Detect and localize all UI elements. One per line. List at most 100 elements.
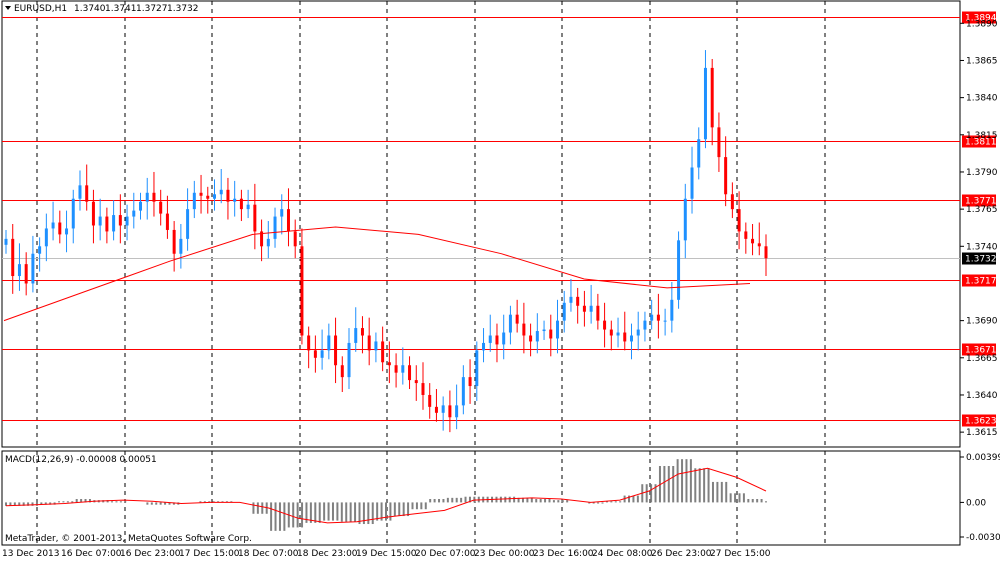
candle-body — [313, 350, 317, 358]
candle-body — [98, 216, 102, 226]
candle-body — [582, 305, 586, 312]
candle-body — [428, 394, 432, 407]
candle-body — [495, 335, 499, 345]
candles — [4, 50, 768, 433]
candle-body — [542, 329, 546, 332]
candle-body — [401, 365, 405, 373]
y-tick-label: 1.3890 — [966, 19, 998, 29]
candle-body — [751, 238, 755, 244]
candle-body — [461, 377, 465, 406]
candle-body — [690, 167, 694, 199]
y-tick-label: 1.3740 — [966, 242, 998, 252]
candle-body — [703, 67, 707, 140]
candle-body — [219, 189, 223, 195]
candle-body — [387, 362, 391, 366]
x-tick-label: 24 Dec 08:00 — [592, 549, 653, 559]
level-label: 1.3717 — [965, 277, 997, 287]
candle-body — [650, 314, 654, 321]
candle-body — [616, 332, 620, 336]
candle-body — [300, 246, 304, 336]
candle-body — [280, 209, 284, 217]
level-tag — [962, 194, 996, 207]
level-label: 1.3894 — [965, 14, 997, 24]
candle-body — [448, 405, 452, 418]
candle-body — [677, 240, 681, 300]
candle-body — [663, 320, 667, 322]
candle-body — [24, 264, 28, 284]
candle-body — [112, 215, 116, 232]
current-price-label: 1.3732 — [965, 255, 997, 265]
candle-body — [85, 185, 89, 202]
candle-body — [239, 198, 243, 210]
x-tick-label: 23 Dec 16:00 — [533, 549, 594, 559]
level-tag — [962, 11, 996, 24]
candle-body — [58, 222, 62, 235]
candle-body — [132, 210, 136, 217]
x-tick-label: 26 Dec 23:00 — [651, 549, 712, 559]
candle-body — [253, 204, 257, 232]
x-tick-label: 16 Dec 07:00 — [61, 549, 122, 559]
candle-body — [710, 67, 714, 128]
copyright-label: MetaTrader, © 2001-2013, MetaQuotes Soft… — [5, 534, 252, 544]
candle-body — [212, 194, 216, 199]
candle-body — [488, 335, 492, 343]
x-tick-label: 18 Dec 23:00 — [297, 549, 358, 559]
level-label: 1.3811 — [965, 138, 997, 148]
candle-body — [44, 228, 48, 247]
ohlc-close: 1.3732 — [167, 4, 199, 14]
level-label: 1.3623 — [965, 417, 997, 427]
candle-body — [4, 238, 8, 245]
candle-body — [515, 314, 519, 324]
candle-body — [105, 216, 109, 232]
candle-body — [421, 383, 425, 395]
y-tick-label: 1.3815 — [966, 131, 998, 141]
y-tick-label: 1.3690 — [966, 317, 998, 327]
candle-body — [482, 342, 486, 351]
candle-body — [629, 335, 633, 342]
candle-body — [730, 194, 734, 210]
candle-body — [576, 296, 580, 306]
macd-y-tick-label: -0.00304 — [966, 533, 1000, 543]
candle-body — [468, 377, 472, 387]
candle-body — [347, 342, 351, 378]
candle-body — [125, 216, 129, 226]
macd-y-tick-label: 0.00399 — [966, 453, 1000, 463]
symbol-label: EURUSD,H1 — [14, 4, 67, 14]
dropdown-triangle-icon[interactable] — [5, 6, 11, 10]
candle-body — [31, 253, 35, 284]
x-tick-label: 27 Dec 15:00 — [710, 549, 771, 559]
x-tick-label: 18 Dec 07:00 — [238, 549, 299, 559]
candle-body — [78, 185, 82, 199]
candle-body — [408, 365, 412, 381]
level-label: 1.3671 — [965, 346, 997, 356]
candle-body — [139, 201, 143, 211]
candle-body — [340, 365, 344, 378]
level-tag — [962, 343, 996, 356]
indicator-pane-border — [1, 450, 961, 546]
candle-body — [623, 332, 627, 342]
candle-body — [556, 320, 560, 339]
candle-body — [683, 198, 687, 241]
level-tag — [962, 274, 996, 287]
candle-body — [17, 264, 21, 277]
main-pane-border — [1, 0, 961, 448]
candle-body — [172, 229, 176, 254]
candle-body — [91, 201, 95, 226]
candle-body — [549, 329, 553, 339]
candle-body — [697, 139, 701, 168]
x-tick-label: 13 Dec 2013 — [2, 549, 60, 559]
candle-body — [293, 231, 297, 247]
candle-body — [656, 314, 660, 321]
candle-body — [636, 329, 640, 336]
candle-body — [562, 302, 566, 321]
candle-body — [233, 198, 237, 202]
candle-body — [502, 332, 506, 345]
candle-body — [717, 127, 721, 158]
ohlc-high: 1.3741 — [105, 4, 137, 14]
candle-body — [589, 305, 593, 312]
candle-body — [475, 350, 479, 387]
candle-body — [334, 335, 338, 366]
candle-body — [596, 305, 600, 321]
